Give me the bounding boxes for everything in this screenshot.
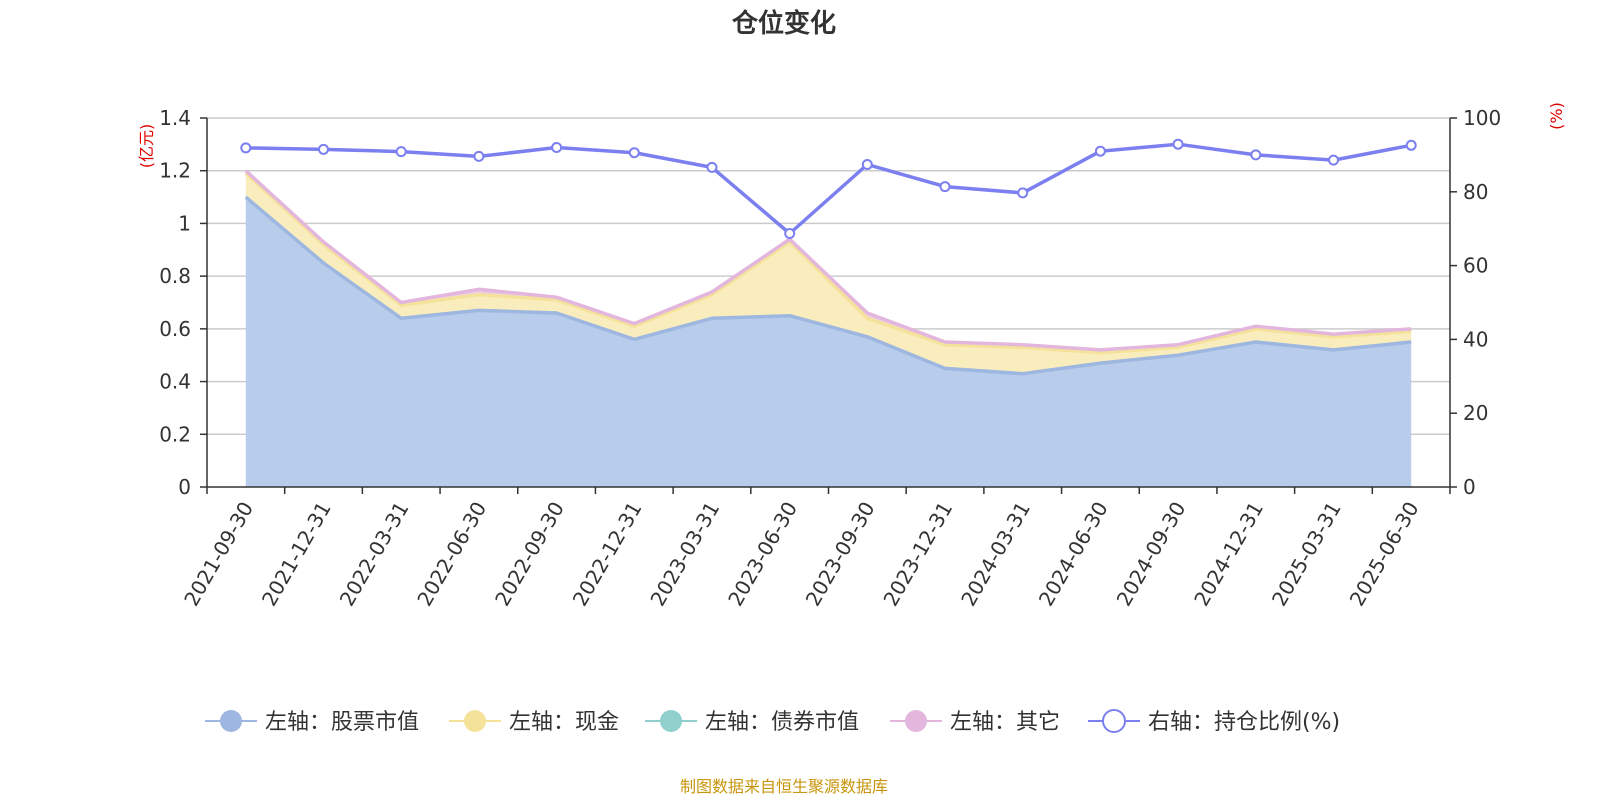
x-axis-tick-label: 2021-09-30: [179, 498, 258, 611]
right-axis-tick-label: 0: [1463, 475, 1476, 499]
holding-ratio-point: [706, 161, 718, 173]
legend-marker: [905, 710, 927, 732]
holding-ratio-point: [628, 147, 640, 159]
holding-ratio-point: [784, 228, 796, 239]
legend-label: 左轴：其它: [950, 710, 1060, 735]
area-edge-1: [244, 172, 1412, 355]
legend-marker: [220, 710, 242, 732]
legend-label: 右轴：持仓比例(%): [1148, 710, 1340, 735]
x-axis-tick-label: 2024-06-30: [1034, 498, 1113, 611]
x-axis-tick-label: 2023-12-31: [878, 498, 957, 611]
x-axis-tick-label: 2024-12-31: [1189, 498, 1268, 611]
x-axis-tick-label: 2023-06-30: [723, 498, 802, 611]
left-axis-tick-label: 0.4: [159, 370, 191, 394]
holding-ratio-point: [395, 146, 407, 158]
x-axis-tick-label: 2024-03-31: [956, 498, 1035, 611]
left-axis-tick-label: 0.6: [159, 317, 191, 341]
area-edge-3: [244, 169, 1412, 352]
holding-ratio-point: [1250, 149, 1262, 161]
holding-ratio-point: [318, 143, 329, 155]
left-axis-tick-label: 1.4: [159, 106, 191, 130]
x-axis-tick-label: 2022-12-31: [568, 498, 647, 611]
holding-ratio-point: [861, 159, 873, 170]
legend-marker: [464, 710, 486, 732]
left-axis-tick-label: 0: [178, 475, 191, 499]
data-source-note: 制图数据来自恒生聚源数据库: [680, 777, 888, 796]
stacked-areas: [244, 169, 1412, 487]
legend-label: 左轴：债券市值: [705, 710, 859, 735]
x-axis-tick-label: 2021-12-31: [257, 498, 336, 611]
legend-marker: [1102, 709, 1126, 733]
x-axis-tick-label: 2025-06-30: [1345, 498, 1424, 611]
right-axis-tick-label: 40: [1463, 327, 1488, 351]
holding-ratio-point: [240, 142, 252, 154]
x-axis-tick-label: 2022-03-31: [335, 498, 414, 611]
right-axis-tick-label: 60: [1463, 254, 1488, 278]
right-axis-tick-label: 20: [1463, 401, 1488, 425]
legend-label: 左轴：股票市值: [265, 710, 419, 735]
x-axis-tick-label: 2024-09-30: [1112, 498, 1191, 611]
holding-ratio-point: [1017, 187, 1029, 199]
x-axis-tick-label: 2025-03-31: [1267, 498, 1346, 611]
left-axis-tick-label: 0.2: [159, 422, 191, 446]
holding-ratio-point: [1094, 145, 1106, 157]
legend-marker: [660, 710, 682, 732]
holding-ratio-line: [240, 138, 1417, 239]
x-axis-tick-label: 2022-06-30: [412, 498, 491, 611]
right-axis-unit: (%): [1547, 102, 1566, 130]
x-axis-tick-label: 2023-09-30: [801, 498, 880, 611]
holding-ratio-point: [1172, 138, 1184, 150]
x-axis-tick-label: 2022-09-30: [490, 498, 569, 611]
left-axis-tick-label: 1.2: [159, 159, 191, 183]
holding-ratio-point: [939, 181, 951, 193]
area-0: [245, 197, 1412, 487]
x-axis-tick-label: 2023-03-31: [645, 498, 724, 611]
holding-ratio-point: [473, 150, 485, 162]
holding-ratio-polyline: [245, 142, 1412, 236]
legend-label: 左轴：现金: [509, 710, 619, 735]
chart-title: 仓位变化: [731, 8, 836, 39]
left-axis-tick-label: 0.8: [159, 264, 191, 288]
holding-ratio-point: [1405, 139, 1417, 151]
legend: 左轴：股票市值 左轴：现金 左轴：债券市值 左轴：其它 右轴：持仓比例(%): [205, 709, 1340, 735]
left-axis-tick-label: 1: [178, 211, 191, 235]
left-axis-unit: (亿元): [137, 124, 156, 169]
right-axis-tick-label: 100: [1463, 106, 1501, 130]
holding-ratio-point: [551, 142, 563, 153]
area-edge-0: [244, 195, 1412, 376]
right-axis-tick-label: 80: [1463, 180, 1488, 204]
holding-ratio-point: [1328, 154, 1339, 166]
